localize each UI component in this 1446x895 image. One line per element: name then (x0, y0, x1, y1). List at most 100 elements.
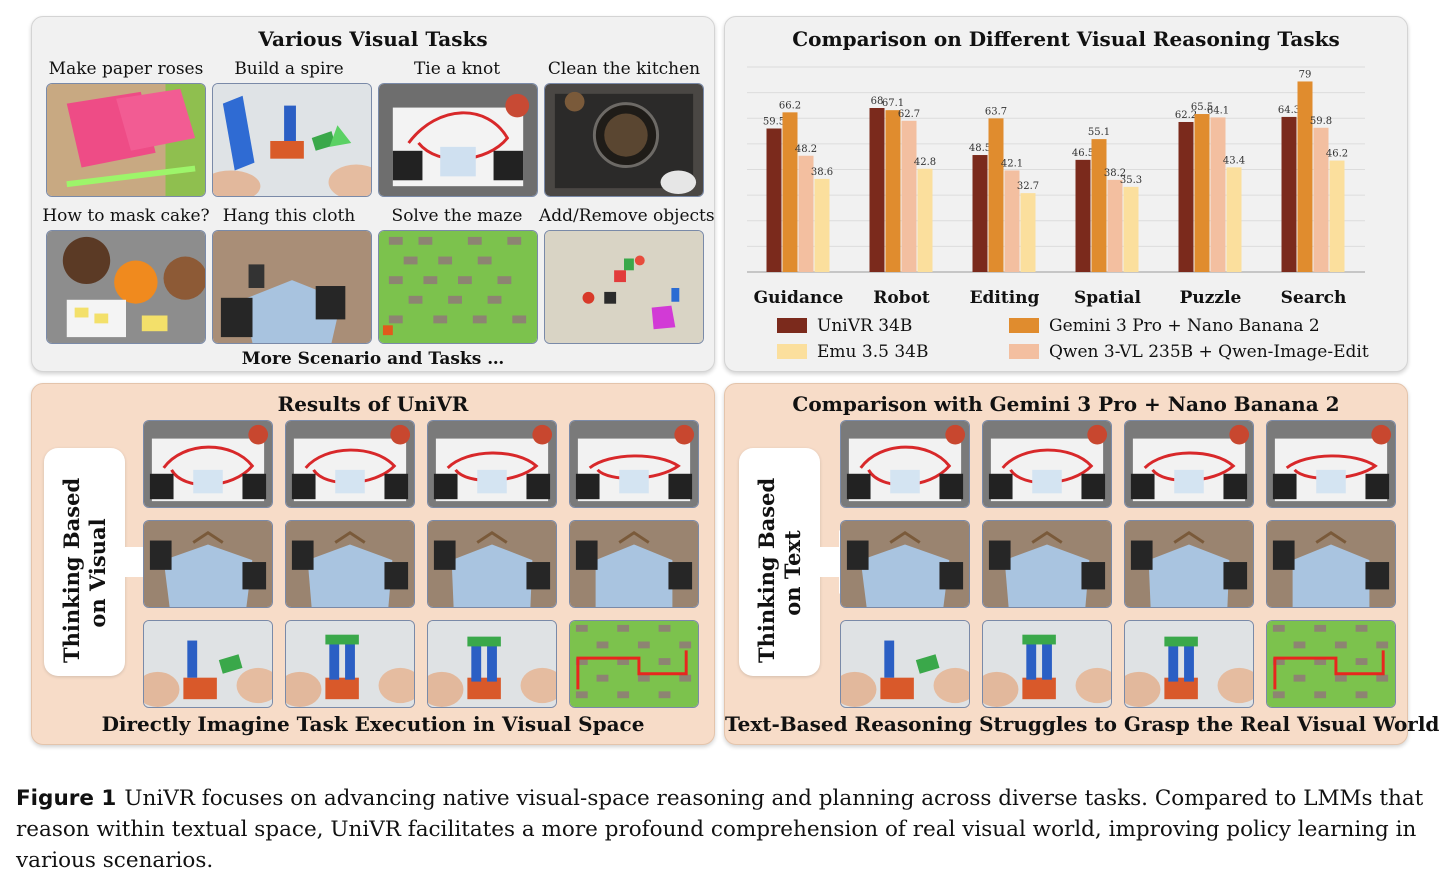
robot-shirt-photo (212, 230, 372, 344)
legend-label: UniVR 34B (817, 316, 912, 336)
data-label: 38.6 (811, 167, 833, 178)
bar (1297, 81, 1313, 273)
photo-graphic (428, 521, 556, 607)
comparison-chart-panel: Comparison on Different Visual Reasoning… (724, 16, 1408, 372)
data-label: 64.3 (1278, 105, 1300, 116)
task-label: Make paper roses (48, 59, 204, 79)
chart-title: Comparison on Different Visual Reasoning… (792, 27, 1340, 51)
bar (1226, 167, 1242, 272)
shirt-step-photo (982, 520, 1112, 608)
category-tick-label: Robot (873, 288, 930, 308)
task-label: Build a spire (234, 59, 344, 79)
photo-graphic (144, 421, 272, 507)
photo-graphic (1125, 421, 1253, 507)
task-label: Clean the kitchen (547, 59, 701, 79)
bar (1123, 186, 1139, 272)
shirt-step-photo (569, 520, 699, 608)
bar (766, 128, 782, 272)
task-label: Add/Remove objects (539, 206, 715, 226)
bar (1004, 170, 1020, 272)
shirt-step-photo (285, 520, 415, 608)
data-label: 48.5 (969, 143, 991, 154)
data-label: 59.5 (763, 117, 785, 128)
photo-graphic (983, 521, 1111, 607)
category-tick-label: Search (1281, 288, 1347, 308)
data-label: 42.1 (1001, 158, 1023, 169)
data-label: 63.7 (985, 106, 1007, 117)
photo-graphic (1267, 521, 1395, 607)
blocks-step-photo (840, 620, 970, 708)
task-label: How to mask cake? (42, 206, 210, 226)
legend-swatch (1009, 344, 1039, 359)
photo-graphic (428, 421, 556, 507)
bar (1020, 193, 1036, 272)
knot-step-photo (285, 420, 415, 508)
thinking-text-card (739, 448, 820, 676)
knot-step-photo (982, 420, 1112, 508)
data-label: 59.8 (1310, 116, 1332, 127)
shirt-step-photo (1266, 520, 1396, 608)
thinking-text-label: Thinking Based on Text (754, 478, 806, 663)
data-label: 35.3 (1120, 175, 1142, 186)
bar (782, 112, 798, 272)
thinking-visual-label: Thinking Based on Visual (59, 478, 111, 663)
maze-solution-image (1266, 620, 1396, 708)
legend-swatch (777, 344, 807, 359)
blocks-step-photo (427, 620, 557, 708)
blocks-step-photo (1124, 620, 1254, 708)
task-label: Tie a knot (413, 59, 501, 79)
legend-label: Qwen 3-VL 235B + Qwen-Image-Edit (1049, 342, 1369, 362)
cake-ingredients-photo (46, 230, 206, 344)
photo-graphic (570, 421, 698, 507)
photo-graphic (841, 621, 969, 707)
paper-roses-photo (46, 83, 206, 197)
legend-label: Emu 3.5 34B (817, 342, 928, 362)
shirt-step-photo (143, 520, 273, 608)
figure-caption: Figure 1 UniVR focuses on advancing nativ… (16, 783, 1436, 876)
knot-step-photo (840, 420, 970, 508)
bar (1313, 127, 1329, 272)
category-tick-label: Guidance (754, 288, 844, 308)
data-label: 64.1 (1207, 105, 1229, 116)
side-label-line: on Visual (85, 518, 110, 628)
photo-graphic (286, 421, 414, 507)
photo-graphic (841, 421, 969, 507)
data-label: 65.5 (1191, 102, 1213, 113)
data-label: 68 (871, 96, 884, 107)
data-label: 48.2 (795, 144, 817, 155)
photo-graphic (1125, 621, 1253, 707)
panel-title: Comparison with Gemini 3 Pro + Nano Bana… (792, 392, 1340, 416)
robot-knot-photo (378, 83, 538, 197)
pixel-maze-image (378, 230, 538, 344)
caption-text: UniVR focuses on advancing native visual… (16, 786, 1424, 873)
blocks-step-photo (285, 620, 415, 708)
data-label: 38.2 (1104, 168, 1126, 179)
panel-footer: Directly Imagine Task Execution in Visua… (101, 712, 645, 736)
photo-graphic (570, 621, 698, 707)
bar (988, 118, 1004, 272)
data-label: 66.2 (779, 100, 801, 111)
photo-graphic (570, 521, 698, 607)
panel-footer: More Scenario and Tasks … (241, 349, 505, 369)
blocks-step-photo (143, 620, 273, 708)
bar (901, 120, 917, 273)
photo-graphic (1267, 421, 1395, 507)
knot-step-photo (143, 420, 273, 508)
bar (1091, 139, 1107, 272)
task-label: Solve the maze (391, 206, 523, 226)
data-label: 46.2 (1326, 149, 1348, 160)
maze-solution-image (569, 620, 699, 708)
data-label: 42.8 (914, 157, 936, 168)
bar (814, 178, 830, 272)
bar (885, 110, 901, 272)
shirt-step-photo (1124, 520, 1254, 608)
bar (869, 108, 885, 272)
thinking-visual-card (44, 448, 125, 676)
photo-graphic (841, 521, 969, 607)
photo-graphic (1267, 621, 1395, 707)
legend-label: Gemini 3 Pro + Nano Banana 2 (1049, 316, 1320, 336)
category-tick-label: Puzzle (1180, 288, 1242, 308)
bar (1329, 160, 1345, 272)
photo-graphic (286, 621, 414, 707)
bar (917, 168, 933, 272)
